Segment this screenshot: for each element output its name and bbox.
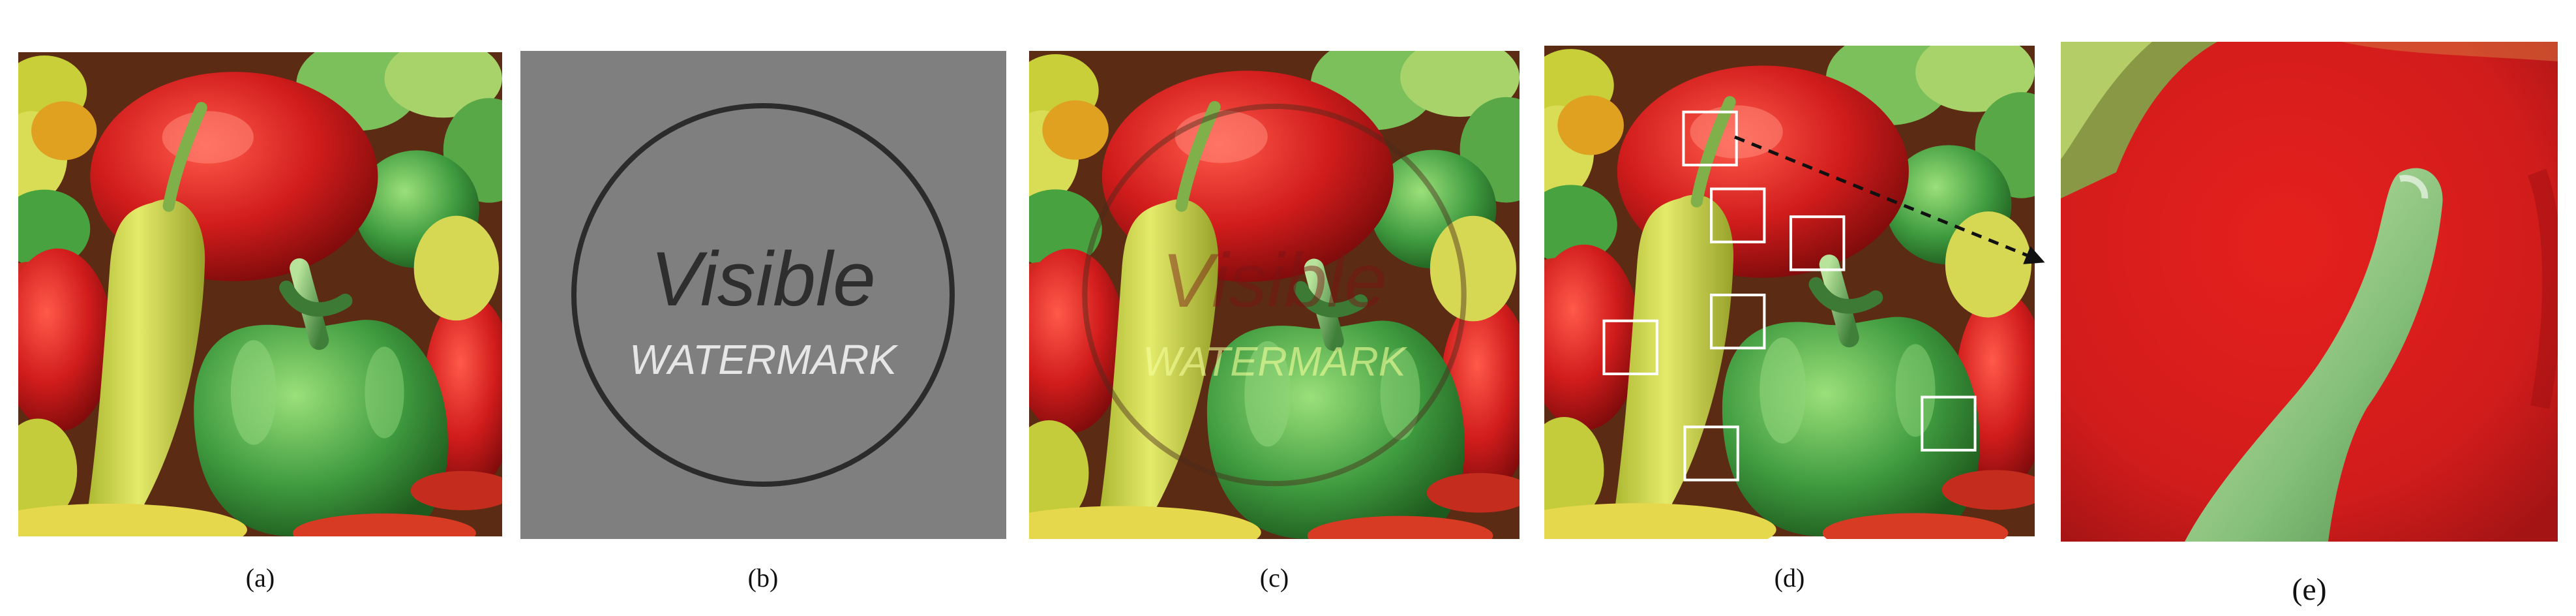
panel-d-selected-blocks bbox=[1544, 46, 2035, 539]
caption-b: (b) bbox=[698, 562, 828, 593]
watermarked-peppers-image: Visible WATERMARK bbox=[1029, 51, 1520, 539]
watermark-label-text: WATERMARK bbox=[629, 336, 899, 383]
embedded-watermark-text: WATERMARK bbox=[1143, 339, 1408, 384]
caption-d: (d) bbox=[1724, 562, 1855, 593]
zoomed-pepper-image bbox=[2061, 42, 2558, 542]
panel-b-watermark: Visible WATERMARK bbox=[520, 51, 1006, 539]
watermark-image: Visible WATERMARK bbox=[520, 51, 1006, 539]
panel-c-watermarked-image: Visible WATERMARK bbox=[1029, 51, 1520, 539]
panel-e-zoomed-block bbox=[2061, 42, 2558, 542]
caption-e: (e) bbox=[2244, 572, 2374, 608]
watermark-visible-text: Visible bbox=[650, 236, 875, 322]
embedded-visible-text: Visible bbox=[1161, 238, 1386, 323]
peppers-blocks-image bbox=[1544, 46, 2035, 539]
caption-a: (a) bbox=[195, 562, 325, 593]
peppers-image bbox=[18, 52, 502, 536]
caption-c: (c) bbox=[1209, 562, 1340, 593]
panel-a-original-image bbox=[18, 52, 502, 536]
